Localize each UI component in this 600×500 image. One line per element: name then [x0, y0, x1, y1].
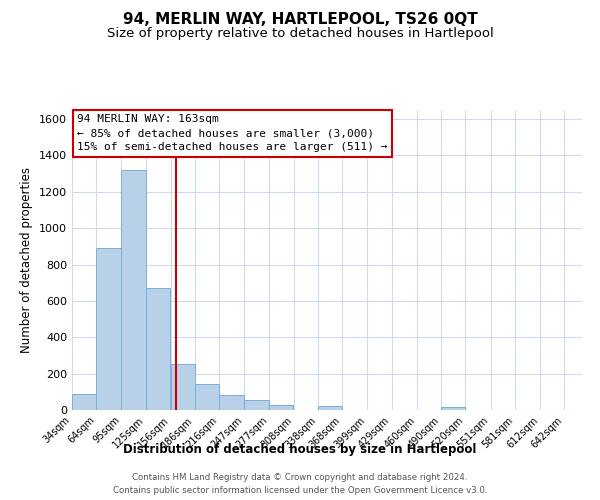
- Text: Distribution of detached houses by size in Hartlepool: Distribution of detached houses by size …: [124, 442, 476, 456]
- Bar: [96, 248, 121, 410]
- Bar: [269, 404, 293, 410]
- Text: Size of property relative to detached houses in Hartlepool: Size of property relative to detached ho…: [107, 28, 493, 40]
- Bar: [318, 406, 343, 410]
- Text: Contains HM Land Registry data © Crown copyright and database right 2024.: Contains HM Land Registry data © Crown c…: [132, 472, 468, 482]
- Bar: [72, 394, 96, 410]
- Bar: [244, 400, 269, 410]
- Text: 94 MERLIN WAY: 163sqm
← 85% of detached houses are smaller (3,000)
15% of semi-d: 94 MERLIN WAY: 163sqm ← 85% of detached …: [77, 114, 388, 152]
- Bar: [146, 288, 170, 410]
- Bar: [220, 396, 244, 410]
- Text: Contains public sector information licensed under the Open Government Licence v3: Contains public sector information licen…: [113, 486, 487, 495]
- Y-axis label: Number of detached properties: Number of detached properties: [20, 167, 34, 353]
- Bar: [441, 406, 466, 410]
- Bar: [171, 364, 195, 410]
- Text: 94, MERLIN WAY, HARTLEPOOL, TS26 0QT: 94, MERLIN WAY, HARTLEPOOL, TS26 0QT: [122, 12, 478, 28]
- Bar: [195, 384, 220, 410]
- Bar: [121, 170, 146, 410]
